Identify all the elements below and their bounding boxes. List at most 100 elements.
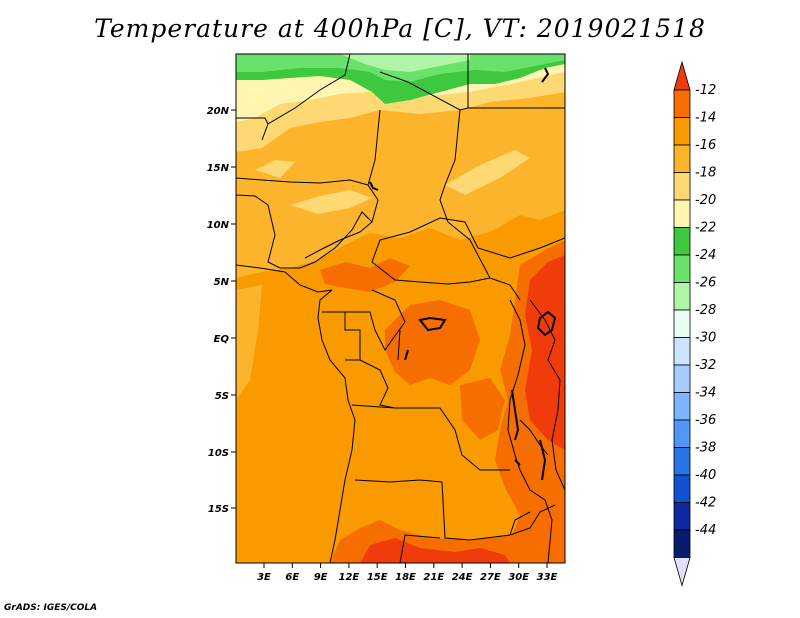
colorbar-swatch (673, 227, 691, 256)
border-line (529, 299, 565, 491)
colorbar-swatch (673, 117, 691, 146)
colorbar-label: -22 (695, 221, 716, 236)
colorbar-label: -42 (695, 496, 716, 511)
coastline (317, 289, 356, 563)
lat-tick-label: 20N (207, 106, 230, 117)
border-line (344, 312, 361, 361)
border-line (236, 177, 369, 186)
colorbar-swatch (673, 447, 691, 476)
lake-chad (369, 181, 379, 191)
lon-tick-label: 12E (339, 572, 360, 583)
lon-tick-label: 6E (285, 572, 299, 583)
border-line (261, 54, 351, 141)
colorbar-label: -44 (695, 523, 716, 538)
grads-credit: GrADS: IGES/COLA (4, 603, 98, 613)
longitude-axis: 3E 6E 9E 12E 15E 18E 21E 24E 27E 30E 33E (257, 563, 558, 583)
lake (404, 349, 409, 361)
lat-tick-label: 15N (207, 163, 230, 174)
field-minus18-streak (255, 160, 295, 178)
border-line (236, 117, 269, 125)
lake-malawi (539, 439, 547, 481)
colorbar-label: -20 (695, 193, 716, 208)
colorbar-swatch (673, 144, 691, 173)
border-line (354, 479, 556, 541)
border-line (519, 419, 549, 456)
colorbar-swatch (673, 529, 691, 558)
colorbar-swatch (673, 309, 691, 338)
lon-tick-label: 15E (367, 572, 388, 583)
border-line (509, 511, 531, 536)
colorbar-label: -16 (695, 138, 716, 153)
colorbar-label: -30 (695, 331, 716, 346)
colorbar-label: -26 (695, 276, 716, 291)
lakes (369, 67, 557, 481)
colorbar-swatch (673, 502, 691, 531)
lon-tick-label: 30E (508, 572, 529, 583)
colorbar-swatch (673, 364, 691, 393)
lat-tick-label: 15S (208, 504, 229, 515)
lon-tick-label: 24E (452, 572, 473, 583)
border-line (299, 211, 373, 269)
colorbar-swatch (673, 254, 691, 283)
coastline (236, 264, 333, 293)
colorbar-swatch (673, 337, 691, 366)
field-minus18-streak (290, 190, 372, 214)
field-minus12-central-south (460, 378, 505, 440)
country-borders (236, 54, 565, 563)
field-minus16-west (236, 285, 262, 400)
colorbar-label: -18 (695, 166, 716, 181)
border-line (359, 359, 510, 471)
colorbar: -12 -14 -16 -18 -20 -22 -24 -26 -28 -30 -32 -34 -36 -… (673, 60, 716, 587)
colorbar-label: -34 (695, 386, 716, 401)
colorbar-swatch (673, 89, 691, 118)
lon-tick-label: 21E (423, 572, 444, 583)
colorbar-swatch (673, 172, 691, 201)
colorbar-swatch (673, 199, 691, 228)
border-line (236, 194, 300, 269)
lon-tick-label: 9E (314, 572, 328, 583)
field-minus12-core-south (360, 538, 510, 563)
lon-tick-label: 3E (257, 572, 271, 583)
colorbar-swatch (673, 282, 691, 311)
colorbar-label: -28 (695, 303, 716, 318)
colorbar-label: -40 (695, 468, 716, 483)
lat-tick-label: 10N (207, 220, 230, 231)
border-line (322, 289, 406, 351)
coast-feature (541, 67, 550, 83)
colorbar-bottom-arrow (673, 557, 691, 587)
colorbar-label: -24 (695, 248, 716, 263)
colorbar-top-arrow (673, 60, 691, 91)
lon-tick-label: 33E (537, 572, 558, 583)
map-frame (235, 53, 566, 564)
colorbar-label: -12 (695, 83, 716, 98)
border-line (371, 239, 521, 301)
lake (418, 316, 447, 332)
border-line (397, 329, 401, 361)
field-minus12-north-central (320, 258, 410, 292)
colorbar-label: -38 (695, 441, 716, 456)
colorbar-swatch (673, 419, 691, 448)
lon-tick-label: 18E (395, 572, 416, 583)
map-title: Temperature at 400hPa [C], VT: 201902151… (94, 14, 706, 43)
colorbar-swatch (673, 392, 691, 421)
colorbar-label: -32 (695, 358, 716, 373)
lat-tick-label: 5S (215, 391, 229, 402)
field-minus18-streak (445, 150, 530, 195)
field-minus12-central (385, 300, 480, 385)
temperature-field (236, 54, 565, 563)
lat-tick-label: 10S (208, 448, 229, 459)
colorbar-label: -14 (695, 111, 716, 126)
border-line (351, 404, 396, 409)
border-line (379, 217, 565, 259)
lake-victoria (536, 310, 557, 337)
lake-tanganyika (511, 389, 520, 441)
latitude-axis: 20N 15N 10N 5N EQ 5S 10S 15S (207, 106, 236, 515)
border-line (439, 109, 491, 279)
lat-tick-label: 5N (214, 277, 230, 288)
lat-tick-label: EQ (214, 334, 230, 345)
border-line (399, 534, 441, 563)
lon-tick-label: 27E (480, 572, 501, 583)
colorbar-label: -36 (695, 413, 716, 428)
border-line (507, 299, 553, 563)
